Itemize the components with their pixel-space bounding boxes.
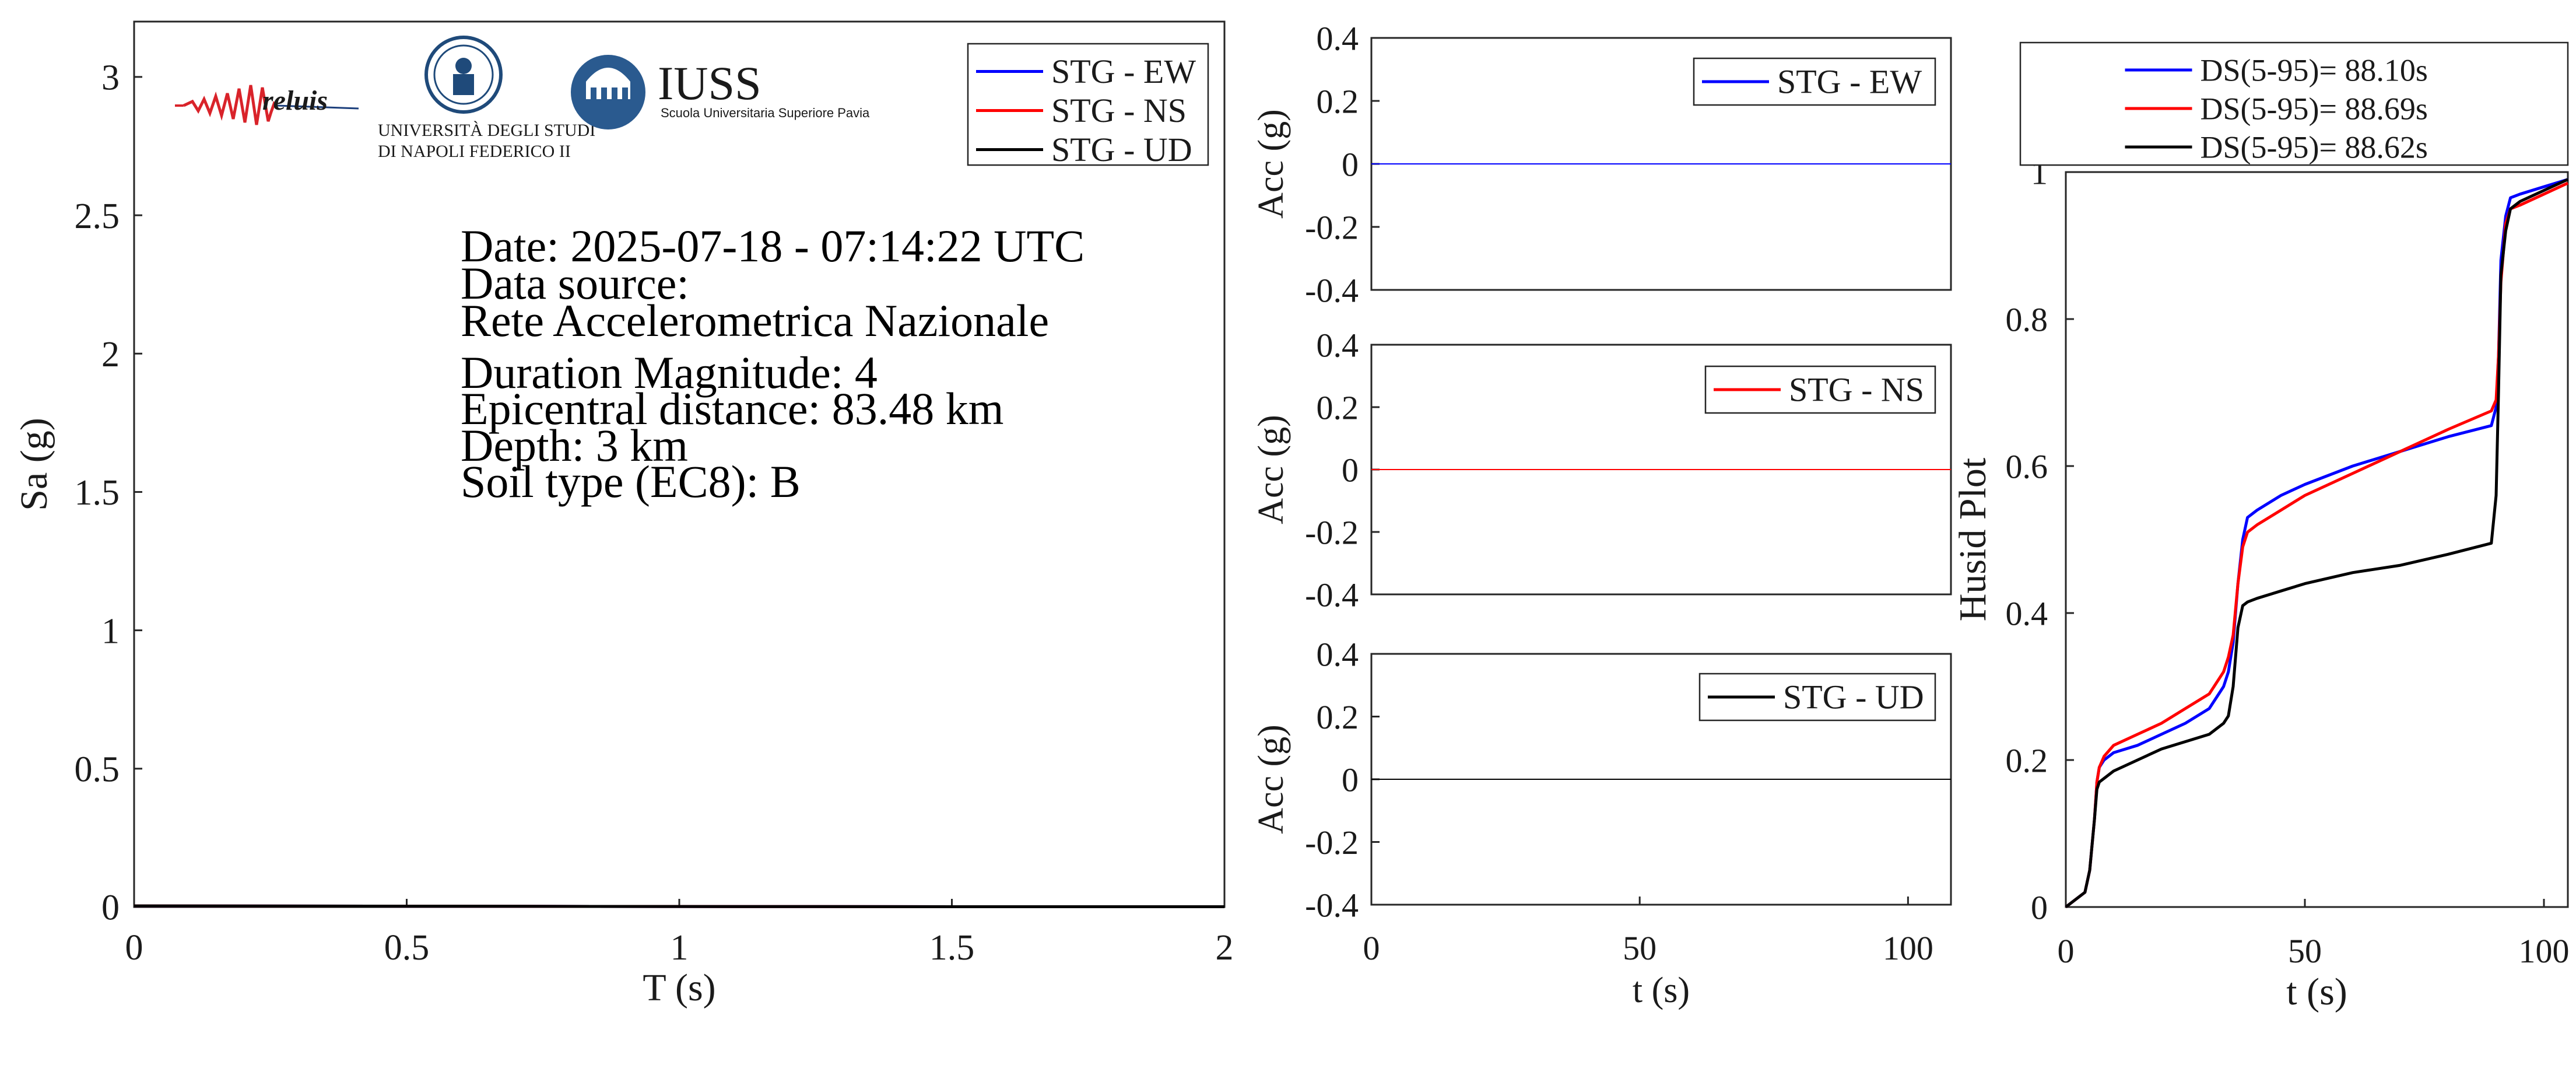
- y-axis-label: Acc (g): [1251, 109, 1291, 219]
- y-tick-label: 1: [101, 611, 120, 651]
- seismogram-icon: [175, 85, 359, 125]
- legend-entry: DS(5-95)= 88.10s: [2201, 52, 2428, 87]
- y-tick-label: 0: [2031, 888, 2048, 926]
- iuss-logo: IUSS Scuola Universitaria Superiore Pavi…: [571, 55, 870, 129]
- legend-entry: DS(5-95)= 88.62s: [2201, 129, 2428, 164]
- legend-entry: DS(5-95)= 88.69s: [2201, 91, 2428, 126]
- acceleration-ns-plot: 0.4 0.2 0 -0.2 -0.4 Acc (g) STG - NS: [1251, 326, 1952, 614]
- iuss-subtitle: Scuola Universitaria Superiore Pavia: [661, 106, 870, 120]
- y-tick-label: 3: [101, 58, 120, 98]
- y-tick-label: -0.2: [1305, 208, 1359, 246]
- legend-box: [2019, 41, 2569, 166]
- y-tick-label: 0.2: [2006, 741, 2048, 779]
- y-tick-label: 0.4: [2006, 594, 2048, 632]
- x-axis-label: t (s): [2286, 971, 2347, 1013]
- acceleration-ew-plot: 0.4 0.2 0 -0.2 -0.4 Acc (g) STG - EW: [1251, 19, 1952, 309]
- event-info: Date: 2025-07-18 - 07:14:22 UTC Data sou…: [461, 220, 1085, 507]
- legend-entry: STG - EW: [1777, 63, 1922, 101]
- y-axis-label: Husid Plot: [1952, 458, 1994, 622]
- y-axis-label: Acc (g): [1251, 415, 1291, 524]
- iuss-logo-text: IUSS: [658, 57, 761, 110]
- x-tick-label: 100: [2519, 932, 2570, 970]
- legend-entry: STG - EW: [1051, 52, 1196, 90]
- plot-area: [2065, 171, 2569, 908]
- legend-entry: STG - NS: [1051, 92, 1187, 129]
- y-tick-label: 1.5: [75, 473, 120, 513]
- y-tick-label: 0.2: [1317, 388, 1359, 426]
- duration-magnitude: Duration Magnitude: 4: [461, 347, 878, 398]
- x-tick-label: 2: [1216, 928, 1234, 968]
- x-tick-label: 1: [671, 928, 689, 968]
- y-tick-label: 0.4: [1317, 635, 1359, 673]
- legend-box: [967, 43, 1209, 166]
- legend-entry: STG - NS: [1789, 371, 1924, 409]
- y-tick-label: 2: [101, 335, 120, 374]
- y-tick-label: 0.2: [1317, 82, 1359, 120]
- y-tick-label: -0.4: [1305, 576, 1359, 614]
- y-tick-label: 0: [1342, 145, 1359, 183]
- series-line: [2065, 178, 2569, 908]
- y-tick-label: -0.4: [1305, 271, 1359, 309]
- data-source-label: Data source:: [461, 258, 689, 309]
- x-tick-label: 0: [2058, 932, 2075, 970]
- y-axis-label: Acc (g): [1251, 724, 1291, 834]
- reluis-logo-text: reluis: [262, 85, 328, 116]
- legend-entry: STG - UD: [1783, 678, 1924, 716]
- epicentral-distance: Epicentral distance: 83.48 km: [461, 383, 1003, 434]
- y-tick-label: 0.4: [1317, 19, 1359, 57]
- y-tick-label: 0.4: [1317, 326, 1359, 364]
- x-tick-label: 50: [2288, 932, 2322, 970]
- y-tick-label: 0.6: [2006, 447, 2048, 485]
- y-tick-label: -0.2: [1305, 513, 1359, 551]
- x-tick-label: 0: [125, 928, 143, 968]
- data-source: Rete Accelerometrica Nazionale: [461, 295, 1049, 346]
- x-tick-label: 100: [1883, 929, 1933, 967]
- unina-name-line1: UNIVERSITÀ DEGLI STUDI: [378, 121, 595, 140]
- x-axis-label: T (s): [643, 967, 715, 1009]
- x-tick-label: 0: [1363, 929, 1380, 967]
- y-tick-label: -0.4: [1305, 886, 1359, 924]
- legend-entry: STG - UD: [1051, 131, 1192, 169]
- y-axis-label: Sa (g): [13, 418, 55, 510]
- unina-seal-icon: [424, 36, 503, 114]
- response-spectrum-plot: 0 0.5 1 1.5 2 2.5 3 0 0.5 1 1.5 2 Sa (g) T (s) STG - E…: [13, 20, 1234, 1009]
- unina-name-line2: DI NAPOLI FEDERICO II: [378, 142, 571, 161]
- reluis-logo: reluis: [175, 85, 359, 125]
- depth: Depth: 3 km: [461, 420, 688, 471]
- x-tick-label: 1.5: [929, 928, 975, 968]
- y-tick-label: 0.5: [75, 750, 120, 790]
- y-tick-label: 0: [1342, 761, 1359, 799]
- y-tick-label: -0.2: [1305, 824, 1359, 862]
- unina-logo: UNIVERSITÀ DEGLI STUDI DI NAPOLI FEDERIC…: [378, 36, 595, 161]
- plot-area: [133, 20, 1226, 908]
- x-axis-label: t (s): [1633, 971, 1690, 1010]
- y-tick-label: 0: [101, 888, 120, 928]
- y-tick-label: 0.2: [1317, 698, 1359, 736]
- event-date: Date: 2025-07-18 - 07:14:22 UTC: [461, 220, 1085, 271]
- x-tick-label: 0.5: [384, 928, 430, 968]
- y-tick-label: 0: [1342, 451, 1359, 489]
- x-tick-label: 50: [1623, 929, 1656, 967]
- soil-type: Soil type (EC8): B: [461, 456, 801, 507]
- iuss-building-icon: [571, 55, 645, 129]
- y-tick-label: 0.8: [2006, 300, 2048, 338]
- y-tick-label: 2.5: [75, 197, 120, 236]
